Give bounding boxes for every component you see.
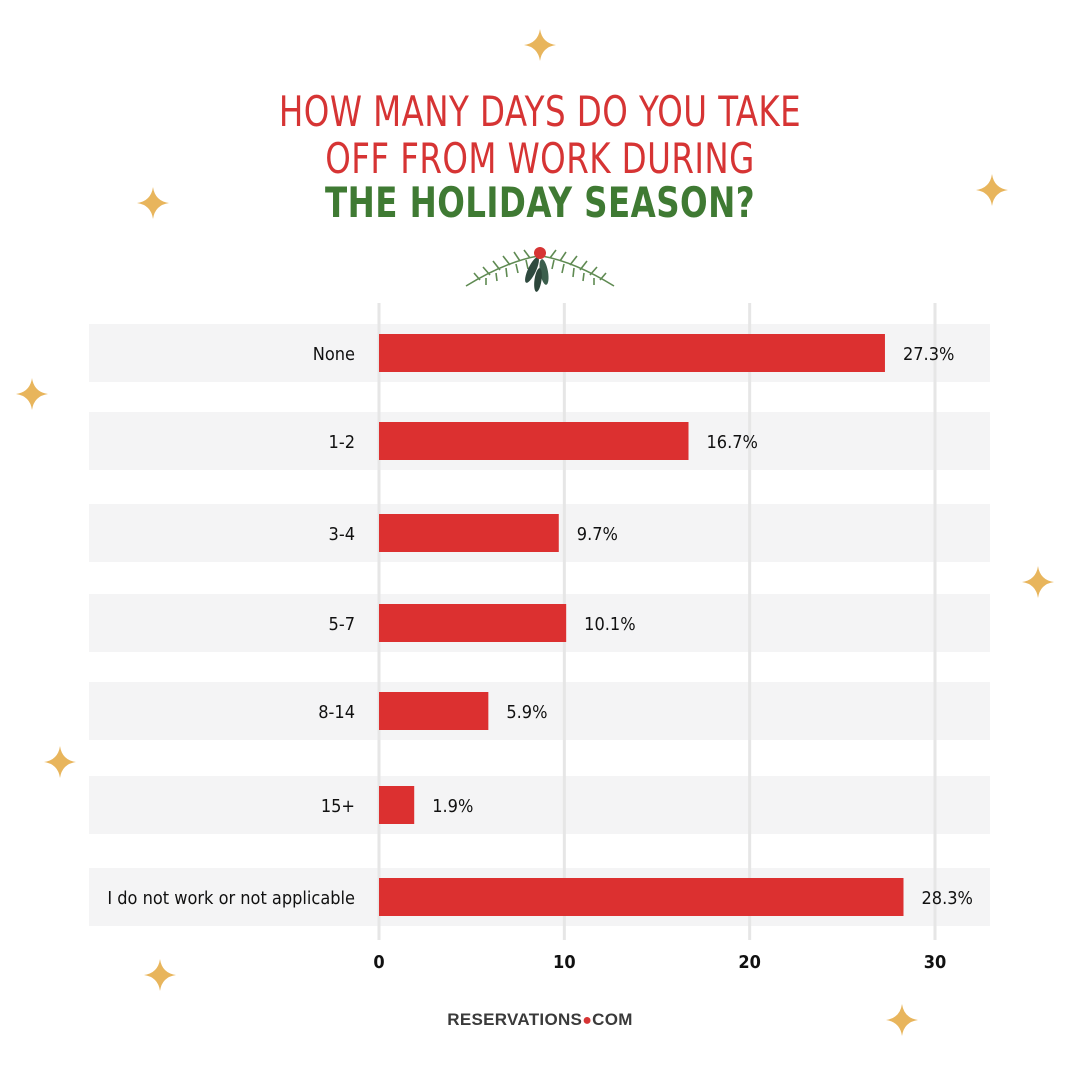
bar-chart: 0 10 20 30 None 27.3% 1-2 16.7% 3-4 9.7% 5-7 10.1% 8… <box>89 303 990 973</box>
brand-name-right: COM <box>592 1010 633 1029</box>
category-label: 3-4 <box>329 524 355 545</box>
category-label: None <box>313 344 355 365</box>
sparkle-icon <box>44 746 76 778</box>
value-label: 27.3% <box>903 344 954 365</box>
category-label: 8-14 <box>318 702 355 723</box>
sparkle-icon <box>144 959 176 991</box>
row-band <box>89 682 990 740</box>
brand-name-left: RESERVATIONS <box>447 1010 583 1029</box>
value-label: 9.7% <box>577 524 618 545</box>
x-tick-label: 30 <box>924 952 947 973</box>
bar <box>379 334 885 372</box>
sparkle-icon <box>137 187 169 219</box>
brand-logo: RESERVATIONS●COM <box>0 1010 1080 1030</box>
sparkle-icon <box>16 378 48 410</box>
title-line-2: OFF FROM WORK DURING <box>325 134 755 183</box>
sparkle-icon <box>524 29 556 61</box>
bar <box>379 514 559 552</box>
value-label: 5.9% <box>506 702 547 723</box>
value-label: 28.3% <box>921 888 972 909</box>
category-label: I do not work or not applicable <box>107 888 355 909</box>
row-band <box>89 776 990 834</box>
sparkle-icon <box>1022 566 1054 598</box>
title-line-1: HOW MANY DAYS DO YOU TAKE <box>278 87 802 136</box>
bar <box>379 604 567 642</box>
sparkle-icon <box>976 174 1008 206</box>
x-tick-label: 0 <box>373 952 384 973</box>
bar <box>379 692 489 730</box>
x-tick-label: 10 <box>553 952 576 973</box>
category-label: 5-7 <box>329 614 355 635</box>
value-label: 16.7% <box>707 432 758 453</box>
value-label: 10.1% <box>584 614 635 635</box>
category-label: 15+ <box>321 796 355 817</box>
title-line-3: THE HOLIDAY SEASON? <box>325 178 755 227</box>
bar <box>379 878 904 916</box>
brand-dot-icon: ● <box>582 1012 593 1029</box>
value-label: 1.9% <box>432 796 473 817</box>
bar <box>379 422 689 460</box>
sparkle-icon <box>886 1004 918 1036</box>
x-tick-label: 20 <box>738 952 761 973</box>
bar <box>379 786 415 824</box>
pine-branch-icon <box>465 247 615 292</box>
category-label: 1-2 <box>329 432 355 453</box>
